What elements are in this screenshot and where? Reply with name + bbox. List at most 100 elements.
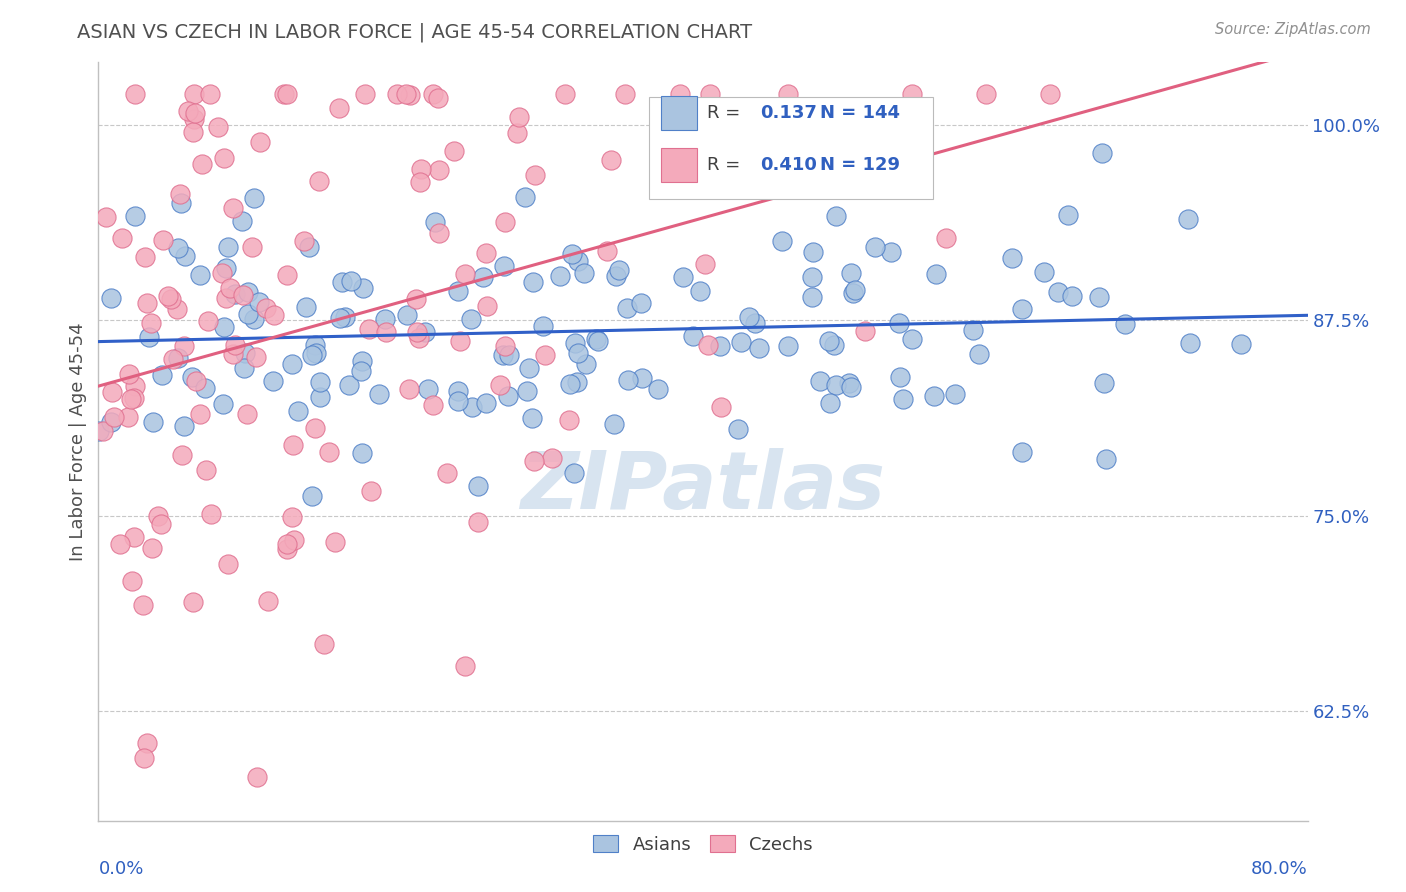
Text: R =: R = xyxy=(707,104,751,122)
Point xyxy=(245,350,267,364)
Text: N = 144: N = 144 xyxy=(820,104,900,122)
Point xyxy=(273,87,295,101)
Point xyxy=(935,231,957,245)
Point xyxy=(446,393,468,408)
Point xyxy=(1095,452,1118,467)
Point xyxy=(668,87,690,101)
Point xyxy=(162,352,184,367)
Point xyxy=(1178,335,1201,350)
Point xyxy=(467,515,489,529)
Point xyxy=(117,410,139,425)
Point xyxy=(263,308,285,322)
Point xyxy=(823,337,845,351)
Point xyxy=(516,384,538,399)
Point xyxy=(969,346,991,360)
Point xyxy=(174,249,197,263)
Point xyxy=(287,404,309,418)
Point xyxy=(900,332,922,346)
Point xyxy=(166,302,188,317)
Point xyxy=(613,87,636,101)
Point xyxy=(183,112,205,127)
Point xyxy=(124,209,146,223)
Point xyxy=(800,269,823,284)
Point xyxy=(173,419,195,434)
Bar xyxy=(661,96,697,130)
Point xyxy=(301,489,323,503)
Point xyxy=(340,275,363,289)
Point xyxy=(574,357,596,371)
Point xyxy=(558,377,581,392)
Point xyxy=(443,144,465,158)
Point xyxy=(709,339,731,353)
Point xyxy=(177,104,200,119)
Point xyxy=(824,377,846,392)
Point xyxy=(801,244,824,259)
Point xyxy=(494,215,516,229)
Point xyxy=(159,292,181,306)
Point xyxy=(246,771,269,785)
Point xyxy=(375,325,398,339)
Point xyxy=(103,409,125,424)
Point xyxy=(283,437,305,451)
Point xyxy=(141,541,163,556)
Point xyxy=(398,383,420,397)
Point xyxy=(475,246,498,260)
Point xyxy=(776,338,799,352)
Point xyxy=(1088,290,1111,304)
Point xyxy=(233,361,256,376)
Point xyxy=(100,291,122,305)
Point xyxy=(118,368,141,382)
Legend: Asians, Czechs: Asians, Czechs xyxy=(586,828,820,861)
Point xyxy=(314,637,336,651)
Point xyxy=(891,392,914,406)
Point xyxy=(257,594,280,608)
Point xyxy=(426,90,449,104)
Point xyxy=(748,341,770,355)
Point xyxy=(436,466,458,480)
Point xyxy=(617,372,640,386)
Point xyxy=(120,392,142,406)
Point xyxy=(236,307,259,321)
Text: R =: R = xyxy=(707,156,751,174)
Point xyxy=(224,338,246,352)
Point xyxy=(727,422,749,436)
Point xyxy=(211,266,233,280)
Point xyxy=(167,351,190,366)
Point xyxy=(194,381,217,395)
Point xyxy=(467,478,489,492)
Point xyxy=(94,210,117,224)
Point xyxy=(108,537,131,551)
Point xyxy=(844,283,866,297)
Point xyxy=(142,416,165,430)
Point xyxy=(616,301,638,315)
Point xyxy=(276,268,298,282)
Point xyxy=(359,322,381,336)
Point xyxy=(212,397,235,411)
Point xyxy=(148,509,170,524)
Point xyxy=(887,316,910,330)
Point xyxy=(281,357,304,371)
Point xyxy=(522,275,544,289)
Point xyxy=(565,375,588,389)
Point xyxy=(122,530,145,544)
Point xyxy=(460,401,482,415)
Point xyxy=(825,209,848,223)
Point xyxy=(738,310,761,324)
Point xyxy=(329,310,352,325)
Point xyxy=(194,463,217,477)
Point xyxy=(1046,285,1069,300)
Point xyxy=(197,313,219,327)
Point xyxy=(166,241,188,255)
Point xyxy=(820,395,842,409)
Point xyxy=(330,275,353,289)
Point xyxy=(717,120,740,135)
Point xyxy=(214,152,236,166)
Point xyxy=(520,410,543,425)
Point xyxy=(323,535,346,549)
Point xyxy=(395,87,418,101)
Point xyxy=(335,310,357,325)
Point xyxy=(688,176,710,190)
Point xyxy=(710,400,733,414)
Point xyxy=(89,424,111,438)
Point xyxy=(152,233,174,247)
